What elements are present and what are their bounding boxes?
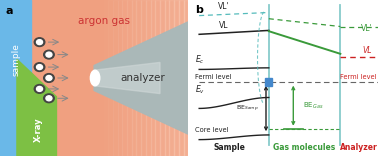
Bar <box>179 0 184 156</box>
Text: VL: VL <box>363 46 372 55</box>
Text: BE$_{Samp}$: BE$_{Samp}$ <box>236 103 259 114</box>
Circle shape <box>34 63 45 71</box>
Bar <box>113 0 118 156</box>
Bar <box>155 0 160 156</box>
Circle shape <box>37 86 43 91</box>
Bar <box>118 0 122 156</box>
Circle shape <box>46 52 52 57</box>
Bar <box>165 0 169 156</box>
Bar <box>169 0 174 156</box>
Bar <box>141 0 146 156</box>
Text: BE$_{Gas}$: BE$_{Gas}$ <box>303 101 323 111</box>
Text: VL': VL' <box>218 2 229 11</box>
Bar <box>127 0 132 156</box>
Text: VL': VL' <box>361 24 372 33</box>
Text: sample: sample <box>11 43 20 76</box>
Text: X-ray: X-ray <box>34 117 43 142</box>
Circle shape <box>37 40 43 45</box>
Circle shape <box>34 85 45 93</box>
Text: a: a <box>6 6 13 16</box>
Bar <box>94 0 99 156</box>
Bar <box>136 0 141 156</box>
Bar <box>174 0 179 156</box>
Bar <box>108 0 113 156</box>
Circle shape <box>46 76 52 80</box>
Ellipse shape <box>90 70 100 86</box>
Bar <box>160 0 165 156</box>
Polygon shape <box>94 62 160 94</box>
Text: Sample: Sample <box>213 143 245 152</box>
Polygon shape <box>17 59 56 156</box>
Text: analyzer: analyzer <box>121 73 166 83</box>
Polygon shape <box>94 22 188 134</box>
Circle shape <box>44 50 54 59</box>
Bar <box>104 0 108 156</box>
Text: Analyzer: Analyzer <box>340 143 378 152</box>
Circle shape <box>34 38 45 46</box>
Text: Gas molecules: Gas molecules <box>273 143 336 152</box>
Bar <box>99 0 104 156</box>
Circle shape <box>46 96 52 101</box>
Text: argon gas: argon gas <box>77 16 130 26</box>
Bar <box>122 0 127 156</box>
Bar <box>0 0 31 156</box>
Text: $E_c$: $E_c$ <box>195 54 205 66</box>
Text: $E_v$: $E_v$ <box>195 83 206 96</box>
Bar <box>184 0 188 156</box>
Bar <box>132 0 136 156</box>
Circle shape <box>37 65 43 70</box>
Circle shape <box>44 94 54 103</box>
Bar <box>150 0 155 156</box>
Bar <box>265 78 272 86</box>
Text: VL: VL <box>219 21 228 30</box>
Text: Core level: Core level <box>195 127 229 133</box>
Text: Fermi level: Fermi level <box>195 74 232 80</box>
Circle shape <box>44 74 54 82</box>
Text: Fermi level: Fermi level <box>339 74 376 80</box>
Text: b: b <box>195 5 203 15</box>
Bar <box>146 0 150 156</box>
